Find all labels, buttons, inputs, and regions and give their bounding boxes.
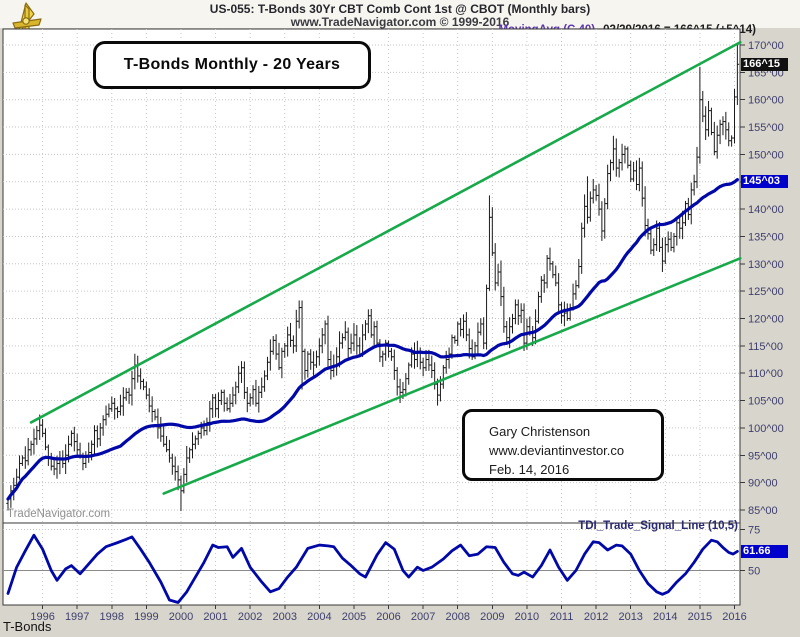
svg-text:2003: 2003: [273, 611, 297, 623]
annotation-date: Feb. 14, 2016: [489, 461, 570, 477]
svg-text:135^00: 135^00: [748, 231, 784, 243]
svg-text:2016: 2016: [722, 611, 746, 623]
annotation-author: Gary Christenson: [489, 424, 591, 439]
annotation-site: www.deviantinvestor.co: [489, 442, 625, 458]
annotation-box: Gary Christenson www.deviantinvestor.co …: [462, 409, 664, 481]
svg-text:1999: 1999: [134, 611, 158, 623]
svg-text:110^00: 110^00: [748, 368, 783, 380]
svg-text:115^00: 115^00: [748, 341, 783, 353]
svg-text:2010: 2010: [515, 611, 539, 623]
last-price-label: 166^15: [741, 57, 788, 71]
ma-value-label: 145^03: [741, 174, 788, 188]
svg-text:105^00: 105^00: [748, 396, 784, 408]
svg-text:2015: 2015: [688, 611, 712, 623]
svg-text:155^00: 155^00: [748, 122, 784, 134]
header-band: [0, 0, 800, 28]
header-copyright: www.TradeNavigator.com © 1999-2016: [290, 15, 510, 29]
svg-text:2012: 2012: [584, 611, 608, 623]
svg-text:2002: 2002: [238, 611, 262, 623]
svg-text:1998: 1998: [100, 611, 124, 623]
moving-average-line: [6, 178, 739, 501]
price-axis: 85^00 90^00 95^00 100^00 105^00 110^00 115^00 1…: [740, 40, 784, 578]
svg-text:140^00: 140^00: [748, 204, 784, 216]
trend-channel-lines: [29, 40, 742, 495]
svg-text:2011: 2011: [550, 611, 574, 623]
svg-text:120^00: 120^00: [748, 314, 784, 326]
svg-text:75: 75: [748, 525, 760, 537]
svg-text:85^00: 85^00: [748, 505, 778, 517]
svg-text:90^00: 90^00: [748, 478, 778, 490]
tdi-indicator-line: [6, 533, 739, 604]
instrument-footer-label: T-Bonds: [3, 619, 52, 634]
svg-text:100^00: 100^00: [748, 423, 784, 435]
svg-text:125^00: 125^00: [748, 286, 784, 298]
gridlines: [3, 29, 740, 605]
svg-text:1996: 1996: [30, 611, 54, 623]
tdi-value-label: 61.66: [741, 544, 788, 558]
svg-text:2004: 2004: [307, 611, 331, 623]
svg-text:2008: 2008: [445, 611, 469, 623]
svg-text:2000: 2000: [169, 611, 193, 623]
svg-text:150^00: 150^00: [748, 149, 784, 161]
svg-text:170^00: 170^00: [748, 40, 784, 52]
year-axis: 1996 1997 1998 1999 2000 2001 2002 2003 2004 2005…: [30, 605, 747, 623]
svg-text:2009: 2009: [480, 611, 504, 623]
svg-text:2001: 2001: [203, 611, 227, 623]
chart-title: T-Bonds Monthly - 20 Years: [123, 56, 341, 73]
watermark: TradeNavigator.com: [7, 508, 111, 520]
tdi-indicator-label: TDI_Trade_Signal_Line (10,5): [578, 520, 738, 532]
svg-text:160^00: 160^00: [748, 95, 784, 107]
svg-text:2005: 2005: [342, 611, 366, 623]
svg-text:2013: 2013: [618, 611, 642, 623]
svg-text:2006: 2006: [376, 611, 400, 623]
svg-text:2014: 2014: [653, 611, 677, 623]
chart-title-box: T-Bonds Monthly - 20 Years: [93, 41, 371, 89]
svg-text:130^00: 130^00: [748, 259, 784, 271]
header-title: US-055: T-Bonds 30Yr CBT Comb Cont 1st @…: [209, 2, 591, 16]
svg-text:2007: 2007: [411, 611, 435, 623]
svg-text:1997: 1997: [65, 611, 89, 623]
svg-text:95^00: 95^00: [748, 450, 778, 462]
svg-text:50: 50: [748, 566, 760, 578]
